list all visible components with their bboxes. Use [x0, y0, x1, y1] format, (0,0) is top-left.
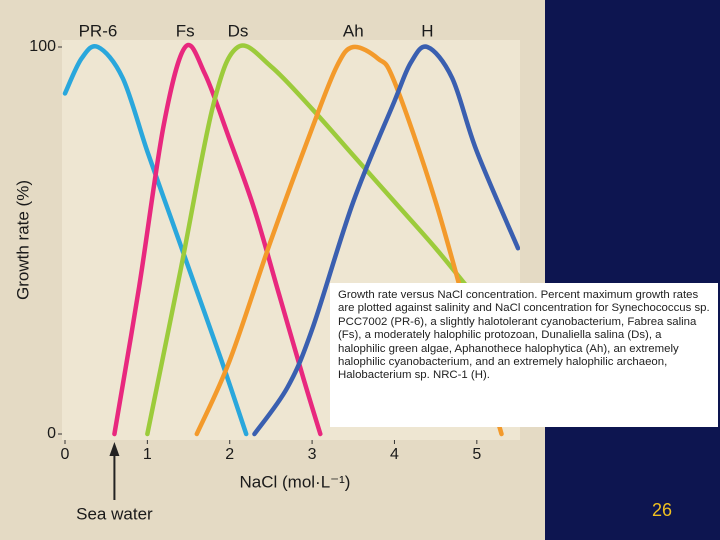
page-number: 26 — [651, 500, 673, 520]
figure-caption: Growth rate versus NaCl concentration. P… — [330, 283, 718, 427]
series-label: Fs — [176, 21, 195, 40]
x-tick-label: 3 — [308, 446, 317, 463]
x-tick-label: 2 — [225, 446, 234, 463]
x-tick-label: 4 — [390, 446, 399, 463]
series-line — [112, 42, 323, 437]
x-tick-label: 5 — [472, 446, 481, 463]
x-tick-label: 1 — [143, 446, 152, 463]
series-label: Ah — [343, 21, 364, 40]
x-tick-label: 0 — [61, 446, 70, 463]
series-label: PR-6 — [79, 21, 118, 40]
x-axis-label: NaCl (mol·L⁻¹) — [240, 472, 351, 491]
y-tick-label: 0 — [47, 425, 56, 442]
series-line — [145, 43, 504, 437]
series-label: Ds — [228, 21, 249, 40]
y-tick-label: 100 — [29, 38, 56, 55]
plot-lines — [62, 42, 520, 437]
series-line — [62, 44, 249, 437]
series-line — [252, 44, 520, 437]
series-label: H — [421, 21, 433, 40]
y-axis-label: Growth rate (%) — [13, 180, 32, 300]
annotation-arrowhead — [109, 442, 120, 456]
slide-band — [545, 0, 720, 540]
annotation-label: Sea water — [76, 504, 153, 523]
series-line — [194, 44, 504, 437]
